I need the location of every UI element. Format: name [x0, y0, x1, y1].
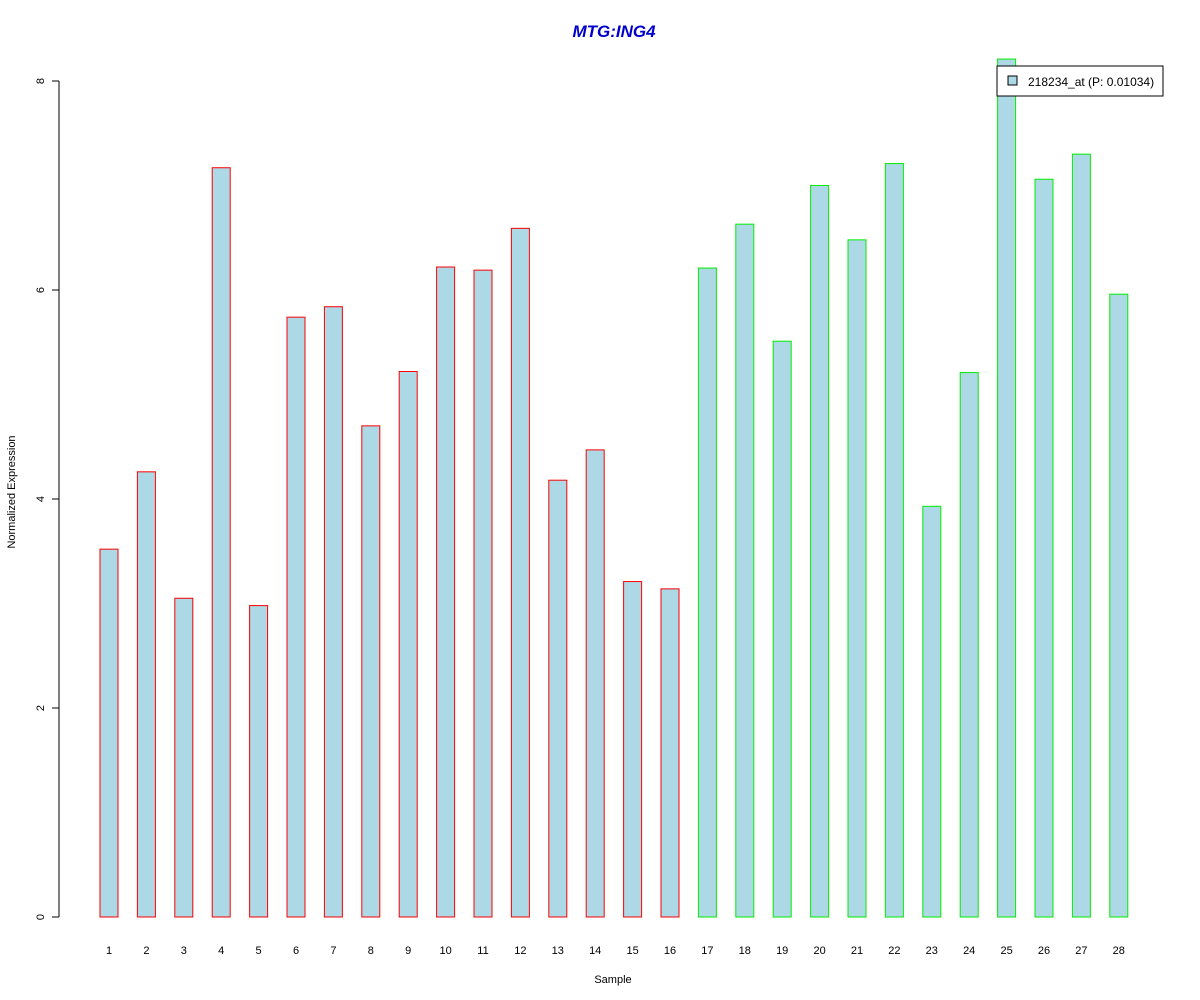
x-tick-label: 20: [813, 945, 825, 957]
x-tick-label: 2: [143, 945, 149, 957]
x-tick-label: 21: [851, 945, 863, 957]
bar-sample-16: [660, 588, 680, 918]
bar-sample-10: [436, 266, 456, 918]
x-axis-label: Sample: [594, 974, 631, 986]
y-tick-label: 4: [35, 496, 47, 502]
legend-swatch: [1007, 75, 1018, 86]
bars: [99, 58, 1129, 918]
bar-sample-22: [884, 163, 904, 918]
x-tick-label: 25: [1000, 945, 1012, 957]
bar-sample-12: [510, 227, 530, 918]
bar-sample-1: [99, 548, 119, 918]
bar-sample-13: [548, 479, 568, 918]
y-tick-label: 0: [35, 914, 47, 920]
y-tick-label: 6: [35, 287, 47, 293]
x-tick-label: 15: [626, 945, 638, 957]
y-tick-label: 8: [35, 78, 47, 84]
x-tick-label: 27: [1075, 945, 1087, 957]
x-tick-label: 24: [963, 945, 975, 957]
bar-sample-14: [585, 449, 605, 918]
bar-sample-2: [136, 471, 156, 918]
x-tick-label: 9: [405, 945, 411, 957]
x-tick-label: 13: [552, 945, 564, 957]
x-tick-label: 5: [256, 945, 262, 957]
bar-sample-26: [1034, 178, 1054, 918]
x-tick-label: 17: [701, 945, 713, 957]
x-tick-label: 18: [739, 945, 751, 957]
x-tick-label: 28: [1113, 945, 1125, 957]
y-axis-label: Normalized Expression: [6, 435, 18, 548]
x-tick-label: 6: [293, 945, 299, 957]
bar-sample-9: [398, 371, 418, 918]
bar-sample-6: [286, 316, 306, 918]
bar-sample-5: [249, 605, 269, 918]
bar-sample-20: [810, 185, 830, 918]
x-tick-label: 23: [926, 945, 938, 957]
bar-sample-11: [473, 269, 493, 918]
bar-sample-25: [997, 58, 1017, 918]
bar-sample-18: [735, 223, 755, 918]
legend: 218234_at (P: 0.01034): [996, 65, 1164, 97]
x-tick-label: 16: [664, 945, 676, 957]
bar-sample-27: [1071, 153, 1091, 918]
bar-sample-3: [174, 597, 194, 918]
x-tick-label: 26: [1038, 945, 1050, 957]
x-tick-label: 19: [776, 945, 788, 957]
x-axis: 1 2 3 4 5 6 7 8 9 10 11 12 13 14 15 16 17 18 19 20 21 22 23 24 2…: [106, 945, 1125, 957]
bar-sample-15: [623, 581, 643, 918]
legend-box: [996, 65, 1164, 97]
x-tick-label: 8: [368, 945, 374, 957]
bar-sample-28: [1109, 293, 1129, 918]
bar-sample-4: [211, 167, 231, 918]
chart-title: MTG:ING4: [572, 22, 656, 41]
bar-sample-21: [847, 239, 867, 918]
x-tick-label: 3: [181, 945, 187, 957]
x-tick-label: 12: [514, 945, 526, 957]
x-tick-label: 4: [218, 945, 224, 957]
bar-sample-8: [361, 425, 381, 918]
bar-sample-17: [697, 267, 717, 918]
y-tick-label: 2: [35, 705, 47, 711]
x-tick-label: 14: [589, 945, 601, 957]
bar-sample-23: [922, 505, 942, 918]
x-tick-label: 10: [439, 945, 451, 957]
bar-sample-7: [323, 306, 343, 918]
x-tick-label: 7: [330, 945, 336, 957]
bar-sample-24: [959, 372, 979, 918]
x-tick-label: 22: [888, 945, 900, 957]
x-tick-label: 1: [106, 945, 112, 957]
legend-label: 218234_at (P: 0.01034): [1028, 75, 1154, 89]
bar-sample-19: [772, 340, 792, 918]
y-axis: 0 2 4 6 8: [35, 78, 59, 920]
x-tick-label: 11: [477, 945, 488, 957]
